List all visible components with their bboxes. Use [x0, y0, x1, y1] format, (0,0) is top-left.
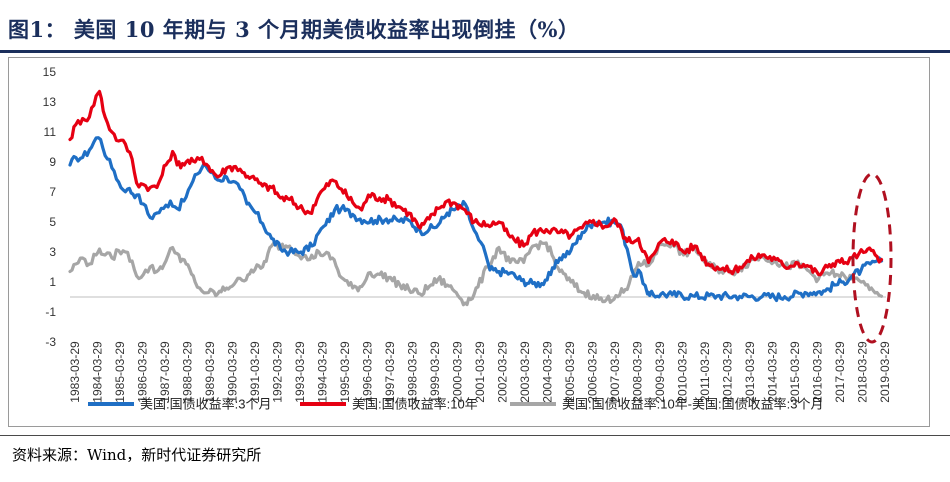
x-tick-label: 2006-03-29 — [586, 341, 600, 403]
inversion-highlight-ellipse — [851, 172, 893, 344]
x-tick-label: 2004-03-29 — [541, 341, 555, 403]
x-tick-label: 2014-03-29 — [766, 341, 780, 403]
x-axis-ticks: 1983-03-29 1984-03-29 1985-03-29 1986-03-29… — [68, 296, 892, 403]
x-tick-label: 1989-03-29 — [203, 341, 217, 403]
line-chart: 15 13 11 9 7 5 3 1 -1 -3 1983-03-29 1984-03-29 1985… — [43, 65, 893, 412]
x-tick-label: 2012-03-29 — [721, 341, 735, 403]
y-tick-label: 7 — [49, 185, 56, 199]
y-tick-label: 5 — [49, 215, 56, 229]
x-tick-label: 2019-03-29 — [878, 341, 892, 403]
legend-label: 美国:国债收益率:10年 — [352, 397, 478, 412]
series-line-spread — [68, 240, 884, 307]
y-tick-label: 15 — [43, 65, 57, 79]
title-rule — [0, 50, 950, 53]
x-tick-label: 2015-03-29 — [788, 341, 802, 403]
x-tick-label: 2018-03-29 — [856, 341, 870, 403]
x-tick-label: 2011-03-29 — [698, 341, 712, 402]
x-tick-label: 1993-03-29 — [293, 341, 307, 403]
x-tick-label: 2017-03-29 — [833, 341, 847, 403]
y-axis-ticks: 15 13 11 9 7 5 3 1 -1 -3 — [43, 65, 57, 349]
x-tick-label: 2008-03-29 — [631, 341, 645, 403]
series-line-3m — [68, 136, 884, 303]
x-tick-label: 2002-03-29 — [496, 341, 510, 403]
legend-label: 美国:国债收益率:3个月 — [140, 397, 271, 412]
x-tick-label: 1991-03-29 — [248, 341, 262, 403]
x-tick-label: 1997-03-29 — [383, 341, 397, 403]
x-tick-label: 2005-03-29 — [563, 341, 577, 403]
x-tick-label: 2013-03-29 — [743, 341, 757, 403]
chart-frame — [8, 57, 930, 427]
x-tick-label: 1987-03-29 — [158, 341, 172, 403]
x-tick-label: 2003-03-29 — [518, 341, 532, 403]
y-tick-label: 9 — [49, 155, 56, 169]
x-tick-label: 1985-03-29 — [113, 341, 127, 403]
x-tick-label: 2009-03-29 — [653, 341, 667, 403]
x-tick-label: 2000-03-29 — [451, 341, 465, 403]
source-note: 资料来源：Wind，新时代证券研究所 — [12, 446, 262, 464]
x-tick-label: 1983-03-29 — [68, 341, 82, 403]
y-tick-label: 13 — [43, 95, 57, 109]
x-tick-label: 1994-03-29 — [316, 341, 330, 403]
title-bar: 图1： 美国 10 年期与 3 个月期美债收益率出现倒挂（%） — [0, 0, 950, 53]
y-tick-label: 3 — [49, 245, 56, 259]
y-tick-label: -3 — [45, 335, 56, 349]
x-tick-label: 1984-03-29 — [91, 341, 105, 403]
legend-label: 美国:国债收益率:10年-美国:国债收益率:3个月 — [562, 397, 823, 412]
x-tick-label: 2010-03-29 — [676, 341, 690, 403]
page-title: 图1： 美国 10 年期与 3 个月期美债收益率出现倒挂（%） — [8, 17, 580, 42]
x-tick-label: 1992-03-29 — [271, 341, 285, 403]
x-tick-label: 2007-03-29 — [608, 341, 622, 403]
y-tick-label: 1 — [49, 275, 56, 289]
footer-rule — [0, 435, 950, 436]
y-tick-label: -1 — [45, 305, 56, 319]
x-tick-label: 1999-03-29 — [428, 341, 442, 403]
x-tick-label: 1996-03-29 — [361, 341, 375, 403]
y-tick-label: 11 — [44, 125, 57, 139]
legend: 美国:国债收益率:3个月 美国:国债收益率:10年 美国:国债收益率:10年-美国:… — [88, 397, 823, 412]
x-tick-label: 1998-03-29 — [406, 341, 420, 403]
inversion-annotation — [851, 172, 893, 344]
x-tick-label: 1988-03-29 — [181, 341, 195, 403]
x-tick-label: 2001-03-29 — [473, 341, 487, 403]
series-lines — [68, 89, 884, 307]
x-tick-label: 2016-03-29 — [811, 341, 825, 403]
x-tick-label: 1995-03-29 — [338, 341, 352, 403]
x-tick-label: 1990-03-29 — [226, 341, 240, 403]
series-line-10y — [68, 89, 884, 277]
x-tick-label: 1986-03-29 — [136, 341, 150, 403]
